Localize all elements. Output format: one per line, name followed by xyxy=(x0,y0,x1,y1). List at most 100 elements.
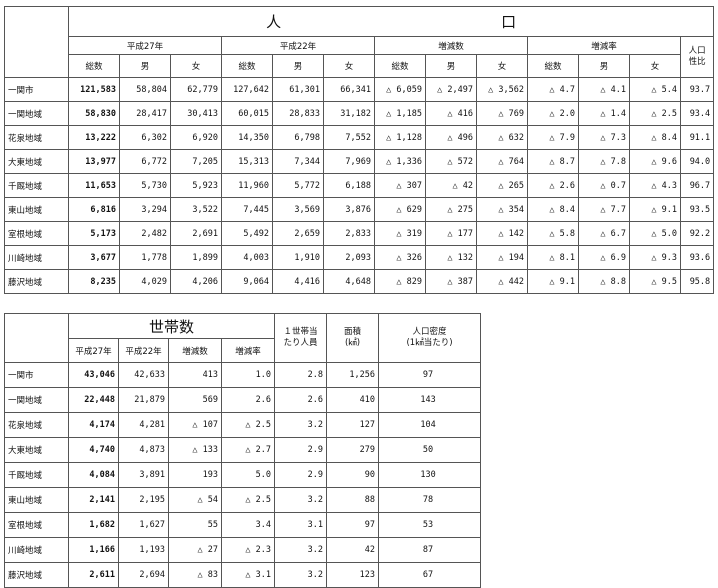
table-cell: 97 xyxy=(326,512,380,538)
table-cell: △ 8.7 xyxy=(527,149,579,174)
table-cell: △ 2.7 xyxy=(220,437,276,463)
table-cell: 1.0 xyxy=(220,362,276,388)
table-cell: 13,222 xyxy=(68,125,120,150)
table-cell: △ 1,185 xyxy=(374,101,426,126)
group-header-change: 増減数 xyxy=(374,36,528,55)
table-cell: 104 xyxy=(378,412,482,438)
table-cell: 93.7 xyxy=(679,77,715,102)
table-cell: 4,281 xyxy=(118,412,169,438)
table-cell: 5,772 xyxy=(272,173,324,198)
household-title: 世帯数 xyxy=(67,313,276,339)
table-cell: 61,301 xyxy=(272,77,324,102)
household-subheader: 平成27年 xyxy=(68,338,119,363)
table-row: 藤沢地域 8,235 4,029 4,206 9,064 4,416 4,648 △ 829 △… xyxy=(4,269,715,294)
row-label: 藤沢地域 xyxy=(4,562,69,588)
table-cell: △ 307 xyxy=(374,173,426,198)
corner-cell xyxy=(4,6,69,78)
population-table: 人口 平成27年 平成22年 増減数 増減率 人口 性比 総数男女総数男女総数男… xyxy=(4,6,715,294)
table-cell: △ 2.0 xyxy=(527,101,579,126)
table-cell: 6,816 xyxy=(68,197,120,222)
table-cell: 4,648 xyxy=(323,269,375,294)
table-cell: △ 2.6 xyxy=(527,173,579,198)
table-cell: 4,873 xyxy=(118,437,169,463)
row-label: 大東地域 xyxy=(4,149,69,174)
household-subheader: 平成22年 xyxy=(118,338,169,363)
table-cell: 11,960 xyxy=(221,173,273,198)
table-cell: △ 107 xyxy=(168,412,222,438)
per-household-header: １世帯当 たり人員 xyxy=(274,313,328,363)
table-cell: △ 3.1 xyxy=(220,562,276,588)
table-cell: 3.1 xyxy=(274,512,328,538)
table-cell: 3,294 xyxy=(119,197,171,222)
table-cell: 60,015 xyxy=(221,101,273,126)
row-label: 千厩地域 xyxy=(4,173,69,198)
table-cell: △ 42 xyxy=(425,173,477,198)
table-cell: △ 632 xyxy=(476,125,528,150)
table-cell: △ 2.5 xyxy=(629,101,681,126)
row-label: 千厩地域 xyxy=(4,462,69,488)
table-cell: △ 4.1 xyxy=(578,77,630,102)
table-cell: 55 xyxy=(168,512,222,538)
table-row: 花泉地域 4,174 4,281 △ 107 △ 2.5 3.2 127 104 xyxy=(4,412,482,438)
table-row: 一関地域 58,830 28,417 30,413 60,015 28,833 31,182… xyxy=(4,101,715,126)
row-label: 東山地域 xyxy=(4,197,69,222)
table-cell: 2,195 xyxy=(118,487,169,513)
table-cell: △ 416 xyxy=(425,101,477,126)
table-cell: 127 xyxy=(326,412,380,438)
table-cell: △ 2.5 xyxy=(220,412,276,438)
table-cell: 3.2 xyxy=(274,412,328,438)
table-row: 川崎地域 3,677 1,778 1,899 4,003 1,910 2,093 △ 326 △… xyxy=(4,245,715,270)
row-label: 花泉地域 xyxy=(4,125,69,150)
table-row: 藤沢地域 2,611 2,694 △ 83 △ 3.1 3.2 123 67 xyxy=(4,562,482,588)
table-cell: △ 9.6 xyxy=(629,149,681,174)
table-cell: 9,064 xyxy=(221,269,273,294)
table-cell: 7,205 xyxy=(170,149,222,174)
table-cell: △ 1,336 xyxy=(374,149,426,174)
table-cell: 2,093 xyxy=(323,245,375,270)
table-cell: 31,182 xyxy=(323,101,375,126)
group-header-h27: 平成27年 xyxy=(68,36,222,55)
per-household-header-line2: たり人員 xyxy=(283,338,318,348)
table-cell: 123 xyxy=(326,562,380,588)
table-cell: 6,302 xyxy=(119,125,171,150)
table-cell: 143 xyxy=(378,387,482,413)
area-header: 面積 (㎢) xyxy=(326,313,380,363)
population-title-right: 口 xyxy=(501,13,517,31)
table-cell: 3,522 xyxy=(170,197,222,222)
table-cell: △ 9.5 xyxy=(629,269,681,294)
table-cell: △ 442 xyxy=(476,269,528,294)
table-cell: △ 83 xyxy=(168,562,222,588)
table-cell: 62,779 xyxy=(170,77,222,102)
row-label: 川崎地域 xyxy=(4,245,69,270)
table-cell: 22,448 xyxy=(68,387,119,413)
table-cell: 121,583 xyxy=(68,77,120,102)
table-cell: 2.6 xyxy=(274,387,328,413)
table-row: 千厩地域 4,084 3,891 193 5.0 2.9 90 130 xyxy=(4,462,482,488)
sex-ratio-header-line1: 人口 xyxy=(688,46,706,56)
table-cell: 5,923 xyxy=(170,173,222,198)
table-cell: 4,029 xyxy=(119,269,171,294)
table-cell: 2,141 xyxy=(68,487,119,513)
table-cell: 2,482 xyxy=(119,221,171,246)
table-cell: △ 133 xyxy=(168,437,222,463)
table-cell: 2.6 xyxy=(220,387,276,413)
table-cell: △ 4.7 xyxy=(527,77,579,102)
corner-cell xyxy=(4,313,69,363)
table-cell: 97 xyxy=(378,362,482,388)
table-cell: 11,653 xyxy=(68,173,120,198)
sex-ratio-header: 人口 性比 xyxy=(679,36,715,78)
table-cell: 28,833 xyxy=(272,101,324,126)
table-row: 室根地域 1,682 1,627 55 3.4 3.1 97 53 xyxy=(4,512,482,538)
population-subheader: 総数 xyxy=(221,54,273,78)
table-cell: 1,682 xyxy=(68,512,119,538)
table-cell: △ 769 xyxy=(476,101,528,126)
table-cell: △ 1.4 xyxy=(578,101,630,126)
table-cell: 4,084 xyxy=(68,462,119,488)
population-subheader: 総数 xyxy=(374,54,426,78)
table-cell: △ 9.1 xyxy=(527,269,579,294)
table-cell: 78 xyxy=(378,487,482,513)
table-cell: 3.4 xyxy=(220,512,276,538)
table-cell: 4,206 xyxy=(170,269,222,294)
population-subheader: 女 xyxy=(476,54,528,78)
table-cell: △ 8.4 xyxy=(629,125,681,150)
